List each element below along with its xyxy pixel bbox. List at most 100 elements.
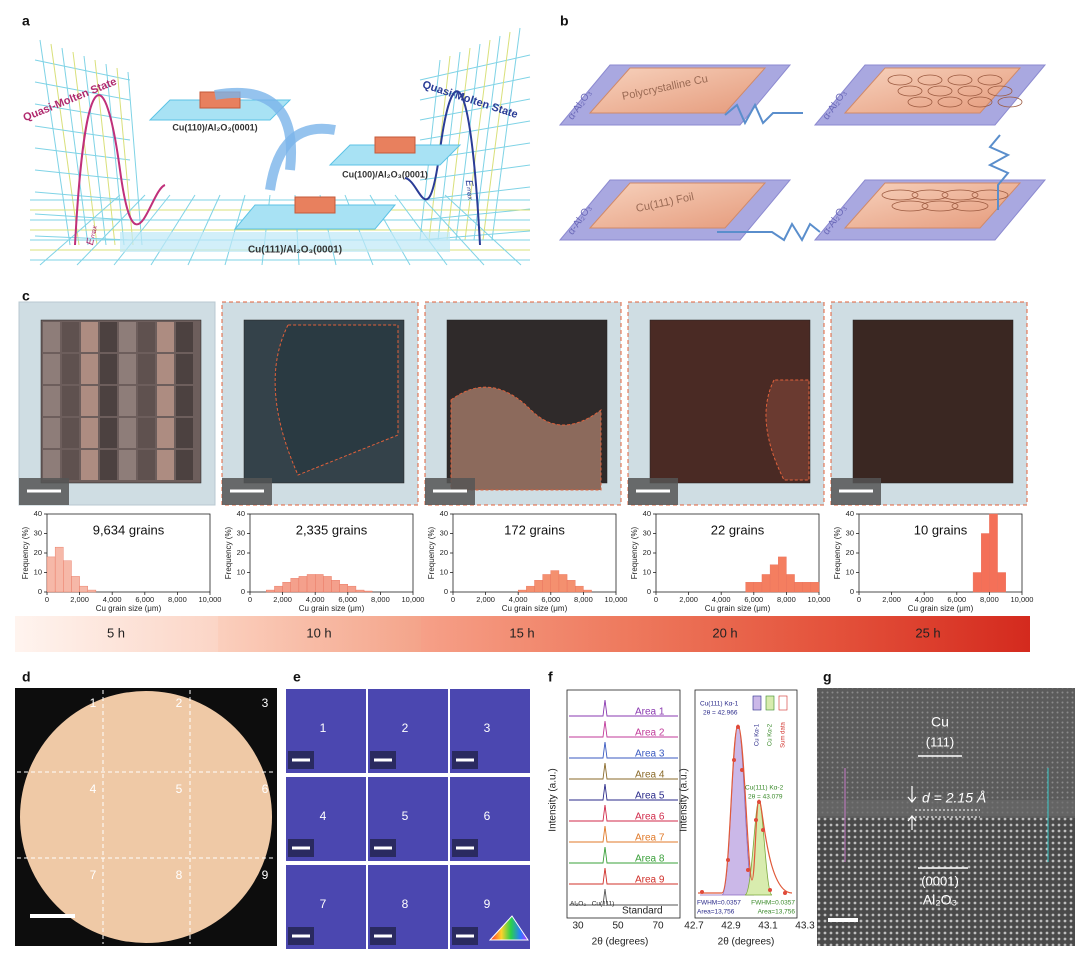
x-tick-label: 2,000 — [70, 595, 89, 604]
area-number: 8 — [176, 868, 183, 882]
area-number: 2 — [176, 696, 183, 710]
histogram-bar — [63, 560, 72, 593]
y-tick-label: 20 — [643, 548, 651, 557]
x-axis-label: Cu grain size (μm) — [299, 604, 365, 613]
grain — [987, 85, 1013, 97]
grain — [176, 354, 193, 384]
time-bar — [15, 616, 218, 652]
grain — [951, 200, 989, 212]
y-tick-label: 0 — [241, 587, 245, 596]
y-tick-label: 10 — [440, 567, 448, 576]
x-axis-label: Cu grain size (μm) — [908, 604, 974, 613]
trace-label: Standard — [622, 906, 663, 917]
histogram-bar — [566, 580, 576, 593]
grain — [119, 386, 136, 416]
area-label: Area 5 — [635, 791, 665, 802]
panel-letter: f — [548, 669, 553, 685]
histogram-bar — [323, 576, 332, 593]
x-tick-label: 8,000 — [168, 595, 187, 604]
histogram-bar — [534, 580, 543, 593]
histogram-bar — [71, 576, 80, 593]
x-tick-label: 6,000 — [744, 595, 763, 604]
x-tick-label: 10,000 — [199, 595, 222, 604]
data-point — [754, 818, 758, 822]
histogram-bar — [542, 574, 552, 593]
grid-line — [394, 194, 448, 266]
grain — [138, 386, 155, 416]
grain — [100, 418, 117, 448]
y-tick-label: 20 — [846, 548, 854, 557]
histogram-bar — [290, 578, 300, 593]
grid-line — [105, 63, 125, 246]
grid-line — [455, 43, 481, 241]
grid-line — [419, 208, 531, 221]
area-number: 7 — [320, 897, 327, 911]
area-label: Area 8 — [635, 854, 665, 865]
legend-swatch — [765, 695, 775, 711]
area-number: 6 — [484, 809, 491, 823]
histogram-bar — [79, 585, 88, 593]
time-bar — [218, 616, 421, 652]
area-label: Area 3 — [635, 749, 665, 760]
x-tick-label: 70 — [652, 921, 664, 932]
histogram-bar — [786, 574, 795, 593]
x-tick-label: 2,000 — [882, 595, 901, 604]
x-tick-label: 42.7 — [684, 921, 704, 932]
grid-line — [34, 103, 131, 121]
x-axis-label: 2θ (degrees) — [592, 937, 649, 948]
grain — [138, 354, 155, 384]
annotation: Cu(100)/Al₂O₃(0001) — [342, 169, 428, 179]
x-tick-label: 4,000 — [103, 595, 122, 604]
grid-line — [127, 71, 143, 246]
data-point — [736, 725, 740, 729]
legend-swatch — [752, 695, 762, 711]
panel-letter: a — [22, 13, 30, 29]
panel-letter: g — [823, 669, 832, 685]
area-number: 2 — [402, 721, 409, 735]
grain — [119, 418, 136, 448]
grain — [274, 324, 399, 476]
grain — [891, 200, 929, 212]
area-number: 5 — [176, 782, 183, 796]
histogram-bar — [87, 589, 97, 593]
grain — [897, 85, 923, 97]
area-number: 1 — [320, 721, 327, 735]
plot-frame — [452, 513, 617, 593]
grain — [62, 354, 79, 384]
histogram-bar — [769, 564, 779, 593]
grain — [907, 96, 933, 108]
time-bar — [421, 616, 624, 652]
grid-line — [446, 47, 471, 241]
histogram-bar — [745, 582, 755, 593]
grid-line — [419, 120, 531, 141]
time-label: 25 h — [915, 625, 940, 640]
grain — [157, 450, 174, 480]
grid-line — [76, 194, 146, 266]
y-axis-label: Frequency (%) — [630, 526, 639, 579]
annotation: d = 2.15 Å — [922, 790, 986, 806]
area-label: Area 2 — [635, 728, 665, 739]
grain — [100, 450, 117, 480]
legend-label: Cu Kα-2 — [768, 723, 774, 746]
xrd-trace — [569, 846, 678, 864]
data-point — [740, 768, 744, 772]
tem-sapphire — [817, 816, 1075, 946]
y-tick-label: 40 — [34, 509, 42, 518]
annotation: 2θ = 43.079 — [748, 794, 783, 801]
annotation: Al₂O₃ — [923, 892, 957, 908]
grain — [100, 322, 117, 352]
annotation: Area=13,756 — [758, 909, 796, 916]
spacing-arrow — [907, 786, 917, 830]
y-tick-label: 10 — [846, 567, 854, 576]
y-axis-label: Frequency (%) — [224, 526, 233, 579]
histogram-bar — [282, 582, 291, 593]
area-number: 9 — [262, 868, 269, 882]
data-point — [783, 891, 787, 895]
histogram-bar — [298, 576, 308, 593]
grain — [887, 74, 913, 86]
grain — [967, 96, 993, 108]
grid-line — [34, 235, 131, 241]
substrate-slab — [328, 144, 462, 166]
histogram-bar — [802, 582, 812, 593]
x-tick-label: 0 — [451, 595, 455, 604]
